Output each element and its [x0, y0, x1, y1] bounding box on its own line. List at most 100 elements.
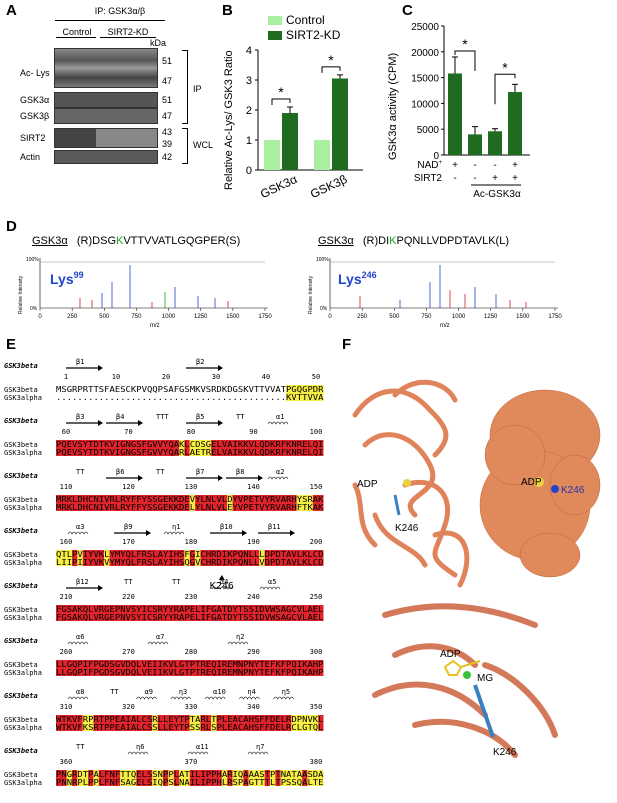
alignment-similar-residue [195, 440, 201, 448]
alignment-identity-block [200, 558, 260, 566]
blot-label-actin: Actin [20, 152, 41, 162]
alignment-similar-residue [259, 558, 265, 566]
alignment-ss-label: α1 [276, 413, 284, 421]
alignment-similar-residue [211, 723, 217, 731]
panel-a-letter: A [6, 2, 17, 19]
alignment-similar-residue [259, 770, 265, 778]
alignment-similar-residue [66, 770, 73, 778]
alignment-ss-label: η3 [179, 688, 187, 696]
alignment-similar-residue [296, 715, 303, 723]
alignment-identity-block [216, 723, 292, 731]
alignment-similar-residue [291, 715, 297, 723]
alignment-strand-arrowhead [98, 420, 103, 426]
chart-c-bar [448, 73, 462, 155]
alignment-k246-label: K246 [210, 581, 234, 592]
alignment-ss-label: β10 [220, 523, 233, 531]
alignment-ruler-number: 250 [310, 593, 323, 601]
spectrum-right-seq-post: PQNLLVDPDTAVLK(L) [396, 235, 509, 247]
alignment-helix [247, 751, 269, 755]
panel-e-letter: E [6, 336, 17, 353]
spectrum-xtick-label: 1250 [484, 314, 498, 320]
alignment-identity-block [189, 550, 196, 558]
alignment-identity-block [216, 715, 292, 723]
alignment-similar-residue [120, 778, 126, 786]
alignment-similar-residue [286, 393, 292, 401]
alignment-similar-residue [318, 778, 324, 786]
alignment-identity-block [243, 778, 249, 786]
alignment-identity-block [157, 715, 190, 723]
chart-c-substrate-label: Ac-GSK3α [473, 189, 521, 200]
alignment-similar-residue [211, 715, 217, 723]
chart-c-ytick-label: 10000 [411, 99, 439, 110]
alignment-ss-label: η2 [236, 633, 244, 641]
alignment-similar-residue [296, 503, 303, 511]
alignment-row-name: GSK3alpha [4, 614, 42, 622]
alignment-row-name: GSK3alpha [4, 724, 42, 732]
alignment-sequence: MSGRPRTTSFAESCKPVQQPSAFGSMKVSRDKDGSKVTTV… [56, 385, 324, 394]
alignment-sequence: PNGRDTPALFNFTTQELSSNPPLATILIPPHARIQAAAST… [56, 770, 324, 779]
spectrum-right-seq-pre: (R)DI [362, 235, 390, 247]
alignment-similar-residue [104, 558, 110, 566]
kda-label: kDa [150, 38, 167, 48]
alignment-similar-residue [312, 723, 319, 731]
alignment-similar-residue [280, 778, 287, 786]
alignment-ruler-number: 120 [122, 483, 135, 491]
alignment-similar-residue [302, 503, 308, 511]
spectrum-xtick-label: 500 [99, 314, 110, 320]
chart-c-nad-value: + [452, 160, 458, 171]
alignment-similar-residue [296, 723, 303, 731]
chart-c-sig-bracket [454, 50, 476, 71]
chart-b-sig-bracket [271, 98, 291, 105]
alignment-similar-residue [82, 770, 89, 778]
alignment-similar-residue [307, 393, 313, 401]
alignment-helix [187, 751, 209, 755]
alignment-similar-residue [253, 778, 260, 786]
spectrum-left-title: GSK3α (R)DSGKVTTVVATLGQGPER(S) [32, 235, 240, 247]
blot-label-ac-lys: Ac- Lys [20, 68, 50, 78]
alignment-header-name: GSK3beta [4, 637, 38, 645]
alignment-identity-block [82, 550, 105, 558]
alignment-strand-arrowhead [98, 365, 103, 371]
alignment-identity-block [56, 440, 180, 448]
alignment-ss-label: β1 [76, 358, 84, 366]
chart-c-plot: 0 5000 10000 15000 20000 25000 * * [411, 22, 530, 162]
alignment-similar-residue [270, 770, 276, 778]
alignment-similar-residue [184, 550, 190, 558]
alignment-ruler-number: 230 [185, 593, 198, 601]
spectrum-right: Relative Intensity 100% 0% Lys246 0 250 50… [308, 257, 562, 329]
alignment-sequence: WTKVFKSRTPPEAIALCSSLLEYTPSSRLSPLEACAHSFF… [56, 723, 324, 732]
alignment-ss-label: β12 [76, 578, 89, 586]
alignment-similar-residue [189, 503, 196, 511]
alignment-identity-block [56, 495, 190, 503]
alignment-similar-residue [318, 393, 324, 401]
alignment-similar-residue [125, 770, 131, 778]
alignment-ss-label: α6 [76, 633, 84, 641]
alignment-strand-arrowhead [290, 530, 295, 536]
chart-c-nad-value: + [512, 160, 518, 171]
zoom-mg-label: MG [477, 673, 493, 684]
alignment-similar-residue [286, 385, 292, 393]
alignment-similar-residue [77, 770, 83, 778]
alignment-similar-residue [302, 723, 308, 731]
alignment-header-name: GSK3beta [4, 527, 38, 535]
alignment-row-name: GSK3beta [4, 606, 38, 614]
alignment-similar-residue [184, 770, 190, 778]
legend-swatch-control [268, 16, 282, 25]
panel-b-letter: B [222, 2, 233, 19]
alignment-similar-residue [189, 723, 196, 731]
chart-c-sig-star: * [502, 59, 508, 75]
alignment-identity-block [275, 770, 281, 778]
alignment-helix [267, 476, 289, 480]
alignment-ss-label: α11 [196, 743, 209, 751]
surface-adp-label: ADP [521, 477, 542, 488]
alignment-strand-arrowhead [258, 475, 263, 481]
alignment-identity-block [56, 778, 67, 786]
alignment-ss-label: α7 [156, 633, 164, 641]
chart-b-ylabel: Relative Ac-Lys/ GSK3 Ratio [223, 50, 235, 190]
alignment-header-name: GSK3beta [4, 747, 38, 755]
alignment-identity-block [232, 503, 297, 511]
alignment-ss-label: α2 [276, 468, 284, 476]
alignment-similar-residue [312, 385, 319, 393]
alignment-identity-block [98, 778, 121, 786]
alignment-similar-residue [120, 770, 126, 778]
